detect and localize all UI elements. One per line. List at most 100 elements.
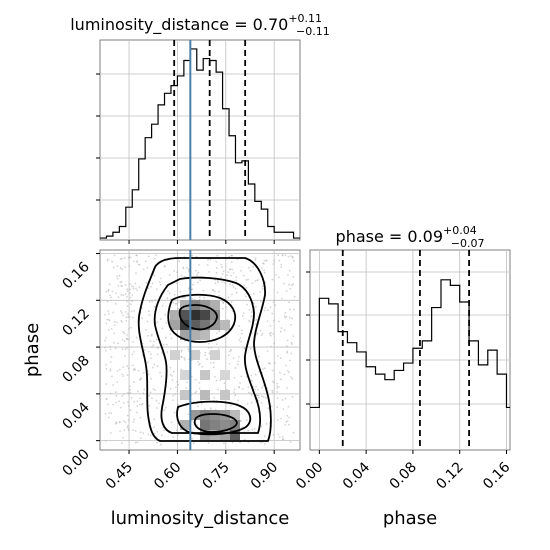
density-scatter-point	[125, 296, 128, 298]
density-scatter-point	[133, 351, 136, 353]
density-scatter-point	[145, 328, 147, 331]
density-scatter-point	[156, 321, 159, 323]
density-scatter-point	[276, 419, 279, 422]
density-scatter-point	[284, 316, 287, 319]
density-scatter-point	[256, 332, 259, 335]
density-ytick-label: 0.00	[59, 446, 92, 479]
density-scatter-point	[159, 318, 162, 320]
density-scatter-point	[213, 396, 216, 399]
density-scatter-point	[170, 421, 173, 424]
density-scatter-point	[231, 441, 234, 444]
density-scatter-point	[153, 426, 156, 429]
density-scatter-point	[163, 429, 166, 432]
density-scatter-point	[125, 316, 128, 319]
density-scatter-point	[271, 380, 274, 383]
density-scatter-point	[270, 345, 272, 348]
density-scatter-point	[136, 441, 139, 444]
density-scatter-point	[245, 286, 248, 289]
density-scatter-point	[135, 287, 137, 290]
density-scatter-point	[160, 375, 163, 378]
density-scatter-point	[227, 271, 230, 273]
density-scatter-point	[123, 429, 126, 431]
density-scatter-point	[254, 257, 257, 259]
density-scatter-point	[127, 392, 129, 394]
density-scatter-point	[254, 280, 257, 282]
density-cell	[220, 420, 230, 430]
density-scatter-point	[246, 303, 248, 306]
density-scatter-point	[252, 292, 255, 295]
density-scatter-point	[234, 287, 237, 290]
density-scatter-point	[121, 285, 123, 287]
density-scatter-point	[291, 377, 294, 380]
density-scatter-point	[259, 329, 262, 332]
density-scatter-point	[105, 383, 108, 385]
density-scatter-point	[186, 381, 189, 384]
density-scatter-point	[134, 441, 137, 444]
density-cell	[220, 370, 230, 380]
density-scatter-point	[285, 364, 287, 367]
density-scatter-point	[287, 405, 290, 408]
density-scatter-point	[128, 256, 131, 258]
density-scatter-point	[141, 317, 144, 319]
density-scatter-point	[281, 435, 284, 438]
density-scatter-point	[278, 320, 280, 323]
density-scatter-point	[165, 322, 168, 324]
density-scatter-point	[121, 442, 123, 445]
density-scatter-point	[107, 310, 110, 312]
density-scatter-point	[213, 290, 216, 293]
density-scatter-point	[115, 395, 118, 397]
density-scatter-point	[106, 259, 109, 262]
density-scatter-point	[185, 266, 188, 269]
density-scatter-point	[108, 328, 110, 331]
density-scatter-point	[176, 403, 179, 406]
density-scatter-point	[152, 344, 155, 346]
density-scatter-point	[284, 311, 287, 314]
density-scatter-point	[253, 427, 256, 430]
density-scatter-point	[172, 436, 175, 438]
density-contours	[137, 257, 272, 442]
density-scatter-point	[250, 392, 253, 395]
density-scatter-point	[115, 401, 117, 404]
density-scatter-point	[139, 437, 142, 439]
density-scatter-point	[105, 322, 108, 325]
density-scatter-point	[259, 290, 261, 293]
density-scatter-point	[130, 310, 133, 313]
hist-luminosity-quantiles	[173, 40, 247, 240]
density-cell	[200, 310, 210, 320]
density-scatter-point	[199, 279, 202, 282]
density-scatter-point	[247, 429, 250, 432]
density-scatter-point	[119, 267, 122, 269]
density-scatter-point	[172, 301, 175, 304]
density-scatter-point	[231, 284, 234, 286]
density-scatter-point	[289, 441, 292, 443]
density-scatter-point	[220, 276, 223, 279]
density-scatter-point	[257, 388, 259, 391]
density-scatter-point	[148, 300, 151, 303]
density-scatter-point	[183, 296, 186, 299]
density-scatter-point	[208, 271, 211, 273]
density-scatter-point	[285, 290, 288, 292]
density-scatter-point	[246, 402, 249, 405]
density-scatter-point	[129, 385, 131, 388]
density-scatter-point	[230, 274, 233, 277]
density-scatter-point	[240, 420, 242, 422]
density-scatter-point	[230, 349, 232, 352]
density-scatter-point	[239, 337, 242, 339]
density-scatter-point	[112, 266, 115, 269]
density-scatter-point	[174, 393, 177, 396]
density-scatter-point	[272, 301, 275, 303]
density-scatter-point	[151, 300, 154, 303]
density-scatter-point	[263, 272, 266, 274]
density-scatter-point	[167, 290, 169, 293]
density-scatter-point	[281, 438, 284, 441]
density-scatter-point	[182, 266, 185, 269]
density-scatter-point	[115, 421, 117, 423]
density-cell	[170, 350, 180, 360]
density-contour-inner-top	[167, 293, 237, 343]
density-scatter-point	[284, 397, 287, 400]
density-scatter-point	[114, 302, 117, 305]
density-scatter-point	[173, 411, 176, 414]
density-scatter-point	[121, 268, 124, 271]
density-scatter-point	[111, 260, 113, 263]
